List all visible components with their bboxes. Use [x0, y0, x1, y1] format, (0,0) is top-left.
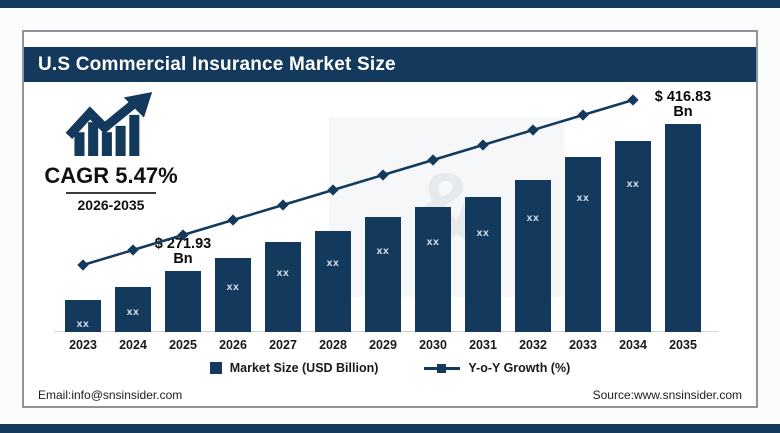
- bar-2025: [165, 271, 201, 332]
- x-axis-label-2034: 2034: [619, 338, 647, 352]
- x-axis-label-2030: 2030: [419, 338, 447, 352]
- x-axis-label-2025: 2025: [169, 338, 197, 352]
- legend-item: Y-o-Y Growth (%): [424, 361, 570, 375]
- yoy-marker: [227, 214, 239, 226]
- cagr-period: 2026-2035: [65, 192, 157, 213]
- bar-2027: xx: [265, 242, 301, 332]
- title-bar: U.S Commercial Insurance Market Size: [24, 47, 756, 82]
- bar-2024: xx: [115, 287, 151, 332]
- cagr-block: CAGR 5.47% 2026-2035: [32, 92, 190, 215]
- bar-value-label: xx: [576, 192, 590, 204]
- x-axis-label-2033: 2033: [569, 338, 597, 352]
- x-axis-label-2035: 2035: [669, 338, 697, 352]
- legend-square-swatch: [209, 362, 222, 374]
- legend: Market Size (USD Billion) Y-o-Y Growth (%…: [24, 361, 756, 375]
- bar-2033: xx: [565, 157, 601, 332]
- legend-item: Market Size (USD Billion): [209, 361, 379, 375]
- yoy-marker: [327, 184, 339, 196]
- bar-2028: xx: [315, 231, 351, 332]
- yoy-marker: [77, 259, 89, 271]
- bar-2026: xx: [215, 258, 251, 332]
- bar-value-label: xx: [626, 178, 640, 190]
- growth-chart-icon: [65, 92, 157, 160]
- yoy-marker: [477, 139, 489, 151]
- yoy-marker: [527, 124, 539, 136]
- legend-label: Y-o-Y Growth (%): [468, 361, 571, 375]
- bar-value-label: xx: [526, 212, 540, 224]
- bar-value-label: xx: [226, 281, 240, 293]
- x-axis-label-2032: 2032: [519, 338, 547, 352]
- bar-value-label: xx: [476, 227, 490, 239]
- legend-label: Market Size (USD Billion): [229, 361, 379, 375]
- yoy-marker: [277, 199, 289, 211]
- yoy-marker: [577, 109, 589, 121]
- yoy-marker: [427, 154, 439, 166]
- bar-value-label: xx: [426, 236, 440, 248]
- bar-2034: xx: [615, 141, 651, 332]
- value-annotation-2035: $ 416.83 Bn: [654, 88, 712, 121]
- page-title: U.S Commercial Insurance Market Size: [38, 53, 396, 75]
- cagr-value: CAGR 5.47%: [44, 163, 178, 188]
- bar-2032: xx: [515, 180, 551, 332]
- x-axis-label-2023: 2023: [69, 338, 97, 352]
- yoy-marker: [627, 94, 639, 106]
- bar-2030: xx: [415, 207, 451, 332]
- bar-2023: xx: [65, 300, 101, 332]
- footer-source: Source:www.snsinsider.com: [592, 388, 742, 402]
- bar-value-label: xx: [326, 257, 340, 269]
- x-axis-label-2026: 2026: [219, 338, 247, 352]
- chart-area: xx xx xx xx xx xx xx xx xx xx xx 2023 2024 2025 2026 2…: [24, 32, 756, 406]
- x-axis-label-2031: 2031: [469, 338, 497, 352]
- bar-value-label: xx: [276, 267, 290, 279]
- bar-value-label: xx: [376, 245, 390, 257]
- legend-line-marker: [424, 363, 461, 374]
- x-axis-label-2027: 2027: [269, 338, 297, 352]
- footer-email: Email:info@snsinsider.com: [38, 388, 183, 402]
- x-axis-label-2028: 2028: [319, 338, 347, 352]
- bar-value-label: xx: [126, 306, 140, 318]
- yoy-marker: [377, 169, 389, 181]
- x-axis-label-2029: 2029: [369, 338, 397, 352]
- bar-value-label: xx: [76, 318, 90, 330]
- bar-2035: [665, 124, 701, 332]
- bottom-accent-strip: [0, 424, 780, 433]
- x-axis-label-2024: 2024: [119, 338, 147, 352]
- value-annotation-2025: $ 271.93 Bn: [154, 235, 212, 268]
- bar-2029: xx: [365, 217, 401, 332]
- yoy-marker: [127, 244, 139, 256]
- infographic-frame: U.S Commercial Insurance Market Size & C…: [22, 30, 758, 408]
- bar-2031: xx: [465, 197, 501, 332]
- top-accent-strip: [0, 0, 780, 8]
